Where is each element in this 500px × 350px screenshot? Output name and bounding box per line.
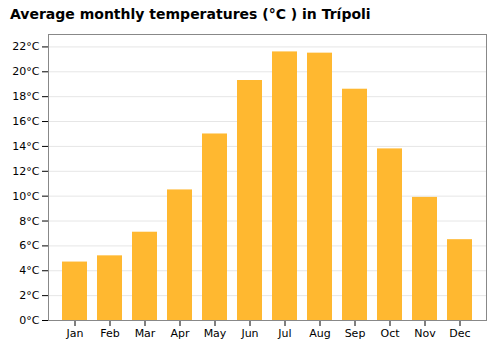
svg-text:Oct: Oct bbox=[380, 327, 400, 340]
svg-text:20°C: 20°C bbox=[12, 65, 39, 78]
svg-text:Jun: Jun bbox=[240, 327, 258, 340]
svg-text:Sep: Sep bbox=[345, 327, 366, 340]
svg-text:Nov: Nov bbox=[414, 327, 436, 340]
html-text:Average monthly temperatures (: Average monthly temperatures (°C ) in Tr… bbox=[10, 6, 371, 22]
svg-text:22°C: 22°C bbox=[12, 40, 39, 53]
svg-text:Aug: Aug bbox=[309, 327, 330, 340]
svg-text:18°C: 18°C bbox=[12, 90, 39, 103]
svg-text:Jan: Jan bbox=[66, 327, 84, 340]
svg-text:12°C: 12°C bbox=[12, 165, 39, 178]
svg-text:Feb: Feb bbox=[100, 327, 119, 340]
svg-text:6°C: 6°C bbox=[19, 239, 39, 252]
svg-text:4°C: 4°C bbox=[19, 264, 39, 277]
svg-text:10°C: 10°C bbox=[12, 190, 39, 203]
svg-text:Apr: Apr bbox=[170, 327, 190, 340]
svg-text:Dec: Dec bbox=[449, 327, 470, 340]
svg-text:Mar: Mar bbox=[135, 327, 156, 340]
svg-text:2°C: 2°C bbox=[19, 289, 39, 302]
svg-text:14°C: 14°C bbox=[12, 140, 39, 153]
svg-text:0°C: 0°C bbox=[19, 314, 39, 327]
svg-text:16°C: 16°C bbox=[12, 115, 39, 128]
svg-text:8°C: 8°C bbox=[19, 215, 39, 228]
svg-text:May: May bbox=[204, 327, 227, 340]
svg-text:Jul: Jul bbox=[277, 327, 291, 340]
